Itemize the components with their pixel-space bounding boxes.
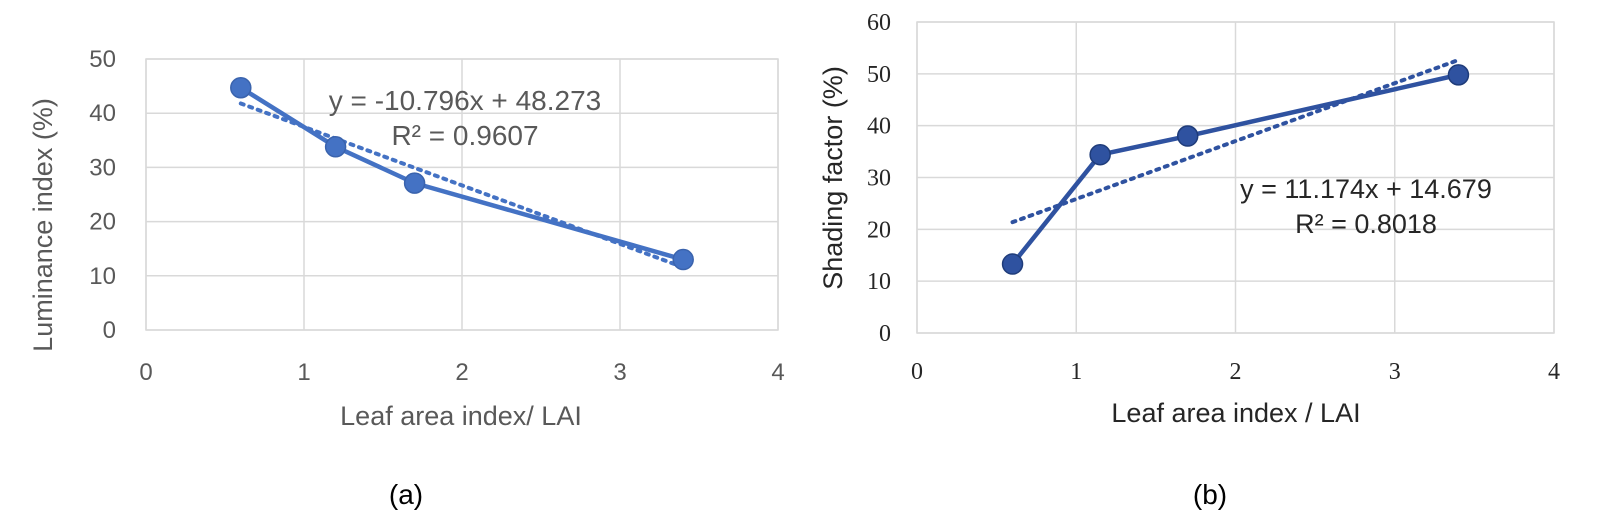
- y-tick-label: 40: [89, 100, 116, 127]
- data-point: [672, 248, 694, 271]
- data-point: [1176, 125, 1199, 147]
- chart-a-caption: (a): [389, 479, 423, 510]
- chart-a-x-axis-label: Leaf area index/ LAI: [340, 401, 582, 431]
- chart-a-data-points: [230, 76, 694, 271]
- chart-b-trendline: [1010, 57, 1461, 225]
- chart-a-y-axis-label: Luminance index (%): [28, 98, 58, 352]
- x-tick-label: 0: [911, 359, 923, 385]
- x-tick-label: 0: [139, 359, 152, 386]
- x-tick-label: 3: [1389, 359, 1401, 385]
- x-tick-label: 1: [297, 359, 310, 386]
- chart-b-x-tick-labels: 0 1 2 3 4: [911, 359, 1560, 385]
- chart-b-x-axis-label: Leaf area index / LAI: [1111, 398, 1360, 428]
- chart-b-series-line: [1010, 72, 1459, 266]
- chart-a-trendline: [238, 101, 686, 270]
- chart-a-gridlines: [145, 58, 779, 331]
- data-point: [1001, 253, 1024, 275]
- data-point: [1089, 143, 1111, 166]
- y-tick-label: 10: [867, 269, 891, 295]
- y-tick-label: 30: [867, 166, 891, 192]
- x-tick-label: 2: [455, 359, 468, 386]
- chart-a-equation: y = -10.796x + 48.273: [329, 85, 601, 116]
- chart-b: 0 10 20 30 40 50 60 0 1 2 3 4 y = 11.174x + 14.679…: [818, 10, 1560, 510]
- chart-b-equation: y = 11.174x + 14.679: [1240, 174, 1492, 204]
- x-tick-label: 1: [1070, 359, 1082, 385]
- data-point: [1447, 64, 1470, 86]
- chart-a-x-tick-labels: 0 1 2 3 4: [139, 359, 784, 386]
- y-tick-label: 60: [867, 10, 891, 36]
- y-tick-label: 30: [89, 154, 116, 181]
- x-tick-label: 4: [1548, 359, 1560, 385]
- y-tick-label: 20: [89, 209, 116, 236]
- y-tick-label: 0: [879, 321, 891, 347]
- data-point: [403, 172, 426, 194]
- chart-b-r-squared: R² = 0.8018: [1295, 209, 1437, 239]
- data-point: [230, 76, 252, 99]
- y-tick-label: 50: [89, 46, 116, 73]
- chart-a-r-squared: R² = 0.9607: [391, 120, 538, 151]
- x-tick-label: 2: [1230, 359, 1242, 385]
- chart-b-data-points: [1001, 64, 1470, 275]
- y-tick-label: 0: [103, 317, 116, 344]
- y-tick-label: 20: [867, 217, 891, 243]
- y-tick-label: 50: [867, 62, 891, 88]
- x-tick-label: 3: [613, 359, 626, 386]
- chart-a-y-tick-labels: 0 10 20 30 40 50: [89, 46, 116, 344]
- x-tick-label: 4: [771, 359, 784, 386]
- chart-a-series-line: [239, 85, 684, 262]
- chart-b-y-axis-label: Shading factor (%): [818, 66, 848, 290]
- y-tick-label: 40: [867, 114, 891, 140]
- data-point: [324, 136, 347, 158]
- chart-b-y-tick-labels: 0 10 20 30 40 50 60: [867, 10, 891, 347]
- chart-b-caption: (b): [1193, 479, 1227, 510]
- y-tick-label: 10: [89, 263, 116, 290]
